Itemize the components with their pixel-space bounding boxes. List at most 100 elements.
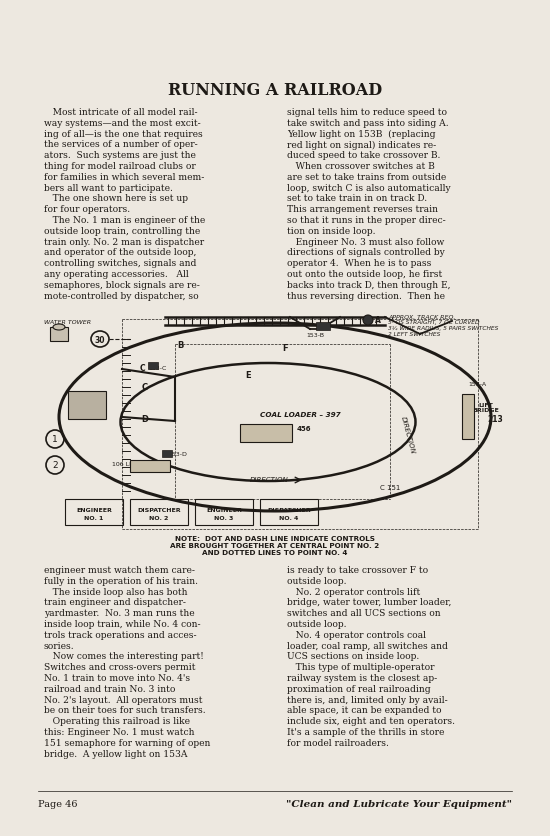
Text: Operating this railroad is like: Operating this railroad is like — [44, 716, 190, 726]
Text: 2: 2 — [52, 461, 58, 470]
Text: ing of all—is the one that requires: ing of all—is the one that requires — [44, 130, 203, 139]
Text: "Clean and Lubricate Your Equipment": "Clean and Lubricate Your Equipment" — [286, 799, 512, 808]
Text: 151 semaphore for warning of open: 151 semaphore for warning of open — [44, 738, 210, 747]
Text: for families in which several mem-: for families in which several mem- — [44, 172, 205, 181]
Text: WATER TOWER: WATER TOWER — [44, 319, 91, 324]
Bar — [65, 499, 123, 525]
Text: DISPATCHER: DISPATCHER — [267, 507, 311, 512]
Text: outside loop train, controlling the: outside loop train, controlling the — [44, 227, 200, 236]
Text: outside loop.: outside loop. — [287, 619, 346, 628]
Text: Yellow light on 153B  (replacing: Yellow light on 153B (replacing — [287, 130, 436, 139]
Text: AND DOTTED LINES TO POINT NO. 4: AND DOTTED LINES TO POINT NO. 4 — [202, 549, 348, 555]
Text: NO. 1: NO. 1 — [84, 516, 104, 521]
Text: APPROX. TRACK REQ.: APPROX. TRACK REQ. — [388, 314, 455, 319]
Text: COAL RAMP: COAL RAMP — [240, 430, 274, 435]
Text: 2 LEFT SWITCHES: 2 LEFT SWITCHES — [388, 332, 441, 337]
Text: so that it runs in the proper direc-: so that it runs in the proper direc- — [287, 216, 446, 225]
Text: NOTE:  DOT AND DASH LINE INDICATE CONTROLS: NOTE: DOT AND DASH LINE INDICATE CONTROL… — [175, 535, 375, 542]
Text: any operating accessories.   All: any operating accessories. All — [44, 270, 189, 278]
Text: train engineer and dispatcher-: train engineer and dispatcher- — [44, 598, 186, 607]
Text: NO. 3: NO. 3 — [214, 516, 234, 521]
Bar — [50, 328, 68, 342]
Text: UCS sections on inside loop.: UCS sections on inside loop. — [287, 651, 419, 660]
Text: for model railroaders.: for model railroaders. — [287, 738, 389, 747]
Text: set to take train in on track D.: set to take train in on track D. — [287, 194, 427, 203]
Text: semaphores, block signals are re-: semaphores, block signals are re- — [44, 280, 200, 289]
Text: The No. 1 man is engineer of the: The No. 1 man is engineer of the — [44, 216, 205, 225]
Text: and operator of the outside loop,: and operator of the outside loop, — [44, 248, 196, 257]
Text: train only. No. 2 man is dispatcher: train only. No. 2 man is dispatcher — [44, 237, 204, 247]
Text: C: C — [140, 363, 146, 372]
Text: bridge.  A yellow light on 153A: bridge. A yellow light on 153A — [44, 749, 188, 757]
Text: 153-D: 153-D — [168, 452, 187, 457]
Text: out onto the outside loop, he first: out onto the outside loop, he first — [287, 270, 442, 278]
Text: mote-controlled by dispatcher, so: mote-controlled by dispatcher, so — [44, 291, 199, 300]
Text: 213: 213 — [487, 415, 503, 424]
Text: 30: 30 — [95, 335, 105, 344]
Text: fully in the operation of his train.: fully in the operation of his train. — [44, 576, 198, 585]
Text: ARE BROUGHT TOGETHER AT CENTRAL POINT NO. 2: ARE BROUGHT TOGETHER AT CENTRAL POINT NO… — [170, 543, 380, 548]
Text: be on their toes for such transfers.: be on their toes for such transfers. — [44, 706, 206, 715]
Text: thing for model railroad clubs or: thing for model railroad clubs or — [44, 162, 196, 171]
Text: backs into track D, then through E,: backs into track D, then through E, — [287, 280, 450, 289]
Text: loader, coal ramp, all switches and: loader, coal ramp, all switches and — [287, 641, 448, 650]
Text: The inside loop also has both: The inside loop also has both — [44, 587, 188, 596]
Bar — [130, 461, 170, 472]
Text: A: A — [375, 315, 381, 324]
Text: DISPATCHER: DISPATCHER — [137, 507, 181, 512]
Text: proximation of real railroading: proximation of real railroading — [287, 684, 431, 693]
Bar — [130, 499, 188, 525]
Text: ators.  Such systems are just the: ators. Such systems are just the — [44, 151, 196, 160]
Text: D: D — [141, 415, 148, 424]
Text: tion on inside loop.: tion on inside loop. — [287, 227, 376, 236]
Text: When crossover switches at B: When crossover switches at B — [287, 162, 434, 171]
Text: Engineer No. 3 must also follow: Engineer No. 3 must also follow — [287, 237, 444, 247]
Text: way systems—and the most excit-: way systems—and the most excit- — [44, 119, 201, 128]
Text: 3¼ WIDE RADIUS, 5 PAIRS SWITCHES: 3¼ WIDE RADIUS, 5 PAIRS SWITCHES — [388, 325, 498, 330]
Text: LIFT
BRIDGE: LIFT BRIDGE — [472, 402, 499, 413]
Text: No. 4 operator controls coal: No. 4 operator controls coal — [287, 630, 426, 639]
Text: It's a sample of the thrills in store: It's a sample of the thrills in store — [287, 727, 444, 737]
Text: railway system is the closest ap-: railway system is the closest ap- — [287, 673, 437, 682]
Text: DIRECTION: DIRECTION — [400, 415, 416, 454]
Text: red light on signal) indicates re-: red light on signal) indicates re- — [287, 140, 436, 150]
Text: railroad and train No. 3 into: railroad and train No. 3 into — [44, 684, 175, 693]
Text: RUNNING A RAILROAD: RUNNING A RAILROAD — [168, 82, 382, 99]
Bar — [260, 499, 318, 525]
Text: for four operators.: for four operators. — [44, 205, 130, 214]
Text: Switches and cross-overs permit: Switches and cross-overs permit — [44, 662, 195, 671]
Text: The one shown here is set up: The one shown here is set up — [44, 194, 188, 203]
Text: switches and all UCS sections on: switches and all UCS sections on — [287, 609, 441, 618]
Text: duced speed to take crossover B.: duced speed to take crossover B. — [287, 151, 441, 160]
Text: B: B — [177, 340, 183, 349]
Text: Now comes the interesting part!: Now comes the interesting part! — [44, 651, 204, 660]
Bar — [316, 323, 330, 330]
Text: No. 1 train to move into No. 4's: No. 1 train to move into No. 4's — [44, 673, 190, 682]
Text: controlling switches, signals and: controlling switches, signals and — [44, 259, 196, 268]
Text: NO. 4: NO. 4 — [279, 516, 299, 521]
Text: sories.: sories. — [44, 641, 75, 650]
Text: include six, eight and ten operators.: include six, eight and ten operators. — [287, 716, 455, 726]
Text: there is, and, limited only by avail-: there is, and, limited only by avail- — [287, 695, 448, 704]
Text: DIRECTION: DIRECTION — [250, 477, 289, 482]
Text: NO. 2: NO. 2 — [149, 516, 169, 521]
Text: Most intricate of all model rail-: Most intricate of all model rail- — [44, 108, 197, 117]
Text: 456: 456 — [297, 426, 311, 431]
Text: bridge, water tower, lumber loader,: bridge, water tower, lumber loader, — [287, 598, 452, 607]
Text: This arrangement reverses train: This arrangement reverses train — [287, 205, 438, 214]
Text: operator 4.  When he is to pass: operator 4. When he is to pass — [287, 259, 431, 268]
Text: F: F — [282, 343, 288, 352]
Text: signal tells him to reduce speed to: signal tells him to reduce speed to — [287, 108, 447, 117]
Bar — [148, 363, 158, 370]
Ellipse shape — [363, 316, 373, 325]
Text: 5· OS STRAIGHT, 7 OC CURVED: 5· OS STRAIGHT, 7 OC CURVED — [388, 319, 480, 324]
Text: COAL LOADER – 397: COAL LOADER – 397 — [260, 411, 340, 417]
Bar — [240, 425, 292, 442]
Bar — [462, 395, 474, 440]
Text: able space, it can be expanded to: able space, it can be expanded to — [287, 706, 442, 715]
Text: the services of a number of oper-: the services of a number of oper- — [44, 140, 198, 149]
Text: are set to take trains from outside: are set to take trains from outside — [287, 172, 446, 181]
Text: inside loop train, while No. 4 con-: inside loop train, while No. 4 con- — [44, 619, 201, 628]
Bar — [195, 499, 253, 525]
Text: take switch and pass into siding A.: take switch and pass into siding A. — [287, 119, 449, 128]
